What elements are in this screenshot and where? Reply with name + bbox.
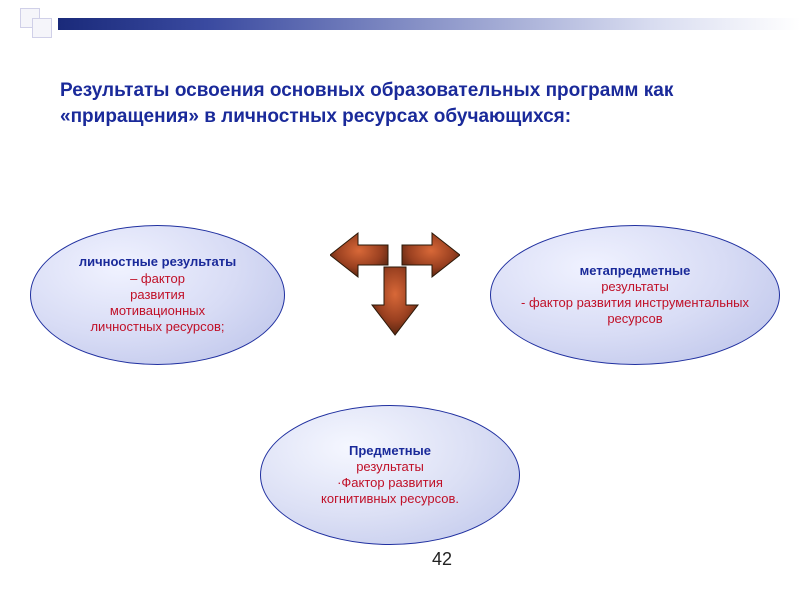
ellipse-personal-results: личностные результаты – факторразвитиямо… — [30, 225, 285, 365]
slide-title: Результаты освоения основных образовател… — [60, 78, 740, 129]
decoration-square — [32, 18, 52, 38]
header-decoration — [0, 0, 800, 28]
ellipse-title: личностные результаты — [79, 254, 236, 270]
ellipse-body: – факторразвитиямотивационныхличностных … — [90, 271, 224, 336]
gradient-bar — [58, 18, 800, 30]
ellipse-title: Предметные — [349, 443, 431, 459]
ellipse-title: метапредметные — [580, 263, 691, 279]
ellipse-metasubject-results: метапредметные результаты- фактор развит… — [490, 225, 780, 365]
ellipse-body: результаты- фактор развития инструментал… — [521, 279, 749, 328]
three-way-arrows-icon — [330, 225, 460, 355]
ellipse-subject-results: Предметные результаты·Фактор развитияког… — [260, 405, 520, 545]
ellipse-body: результаты·Фактор развитиякогнитивных ре… — [321, 459, 459, 508]
page-number: 42 — [432, 549, 452, 570]
